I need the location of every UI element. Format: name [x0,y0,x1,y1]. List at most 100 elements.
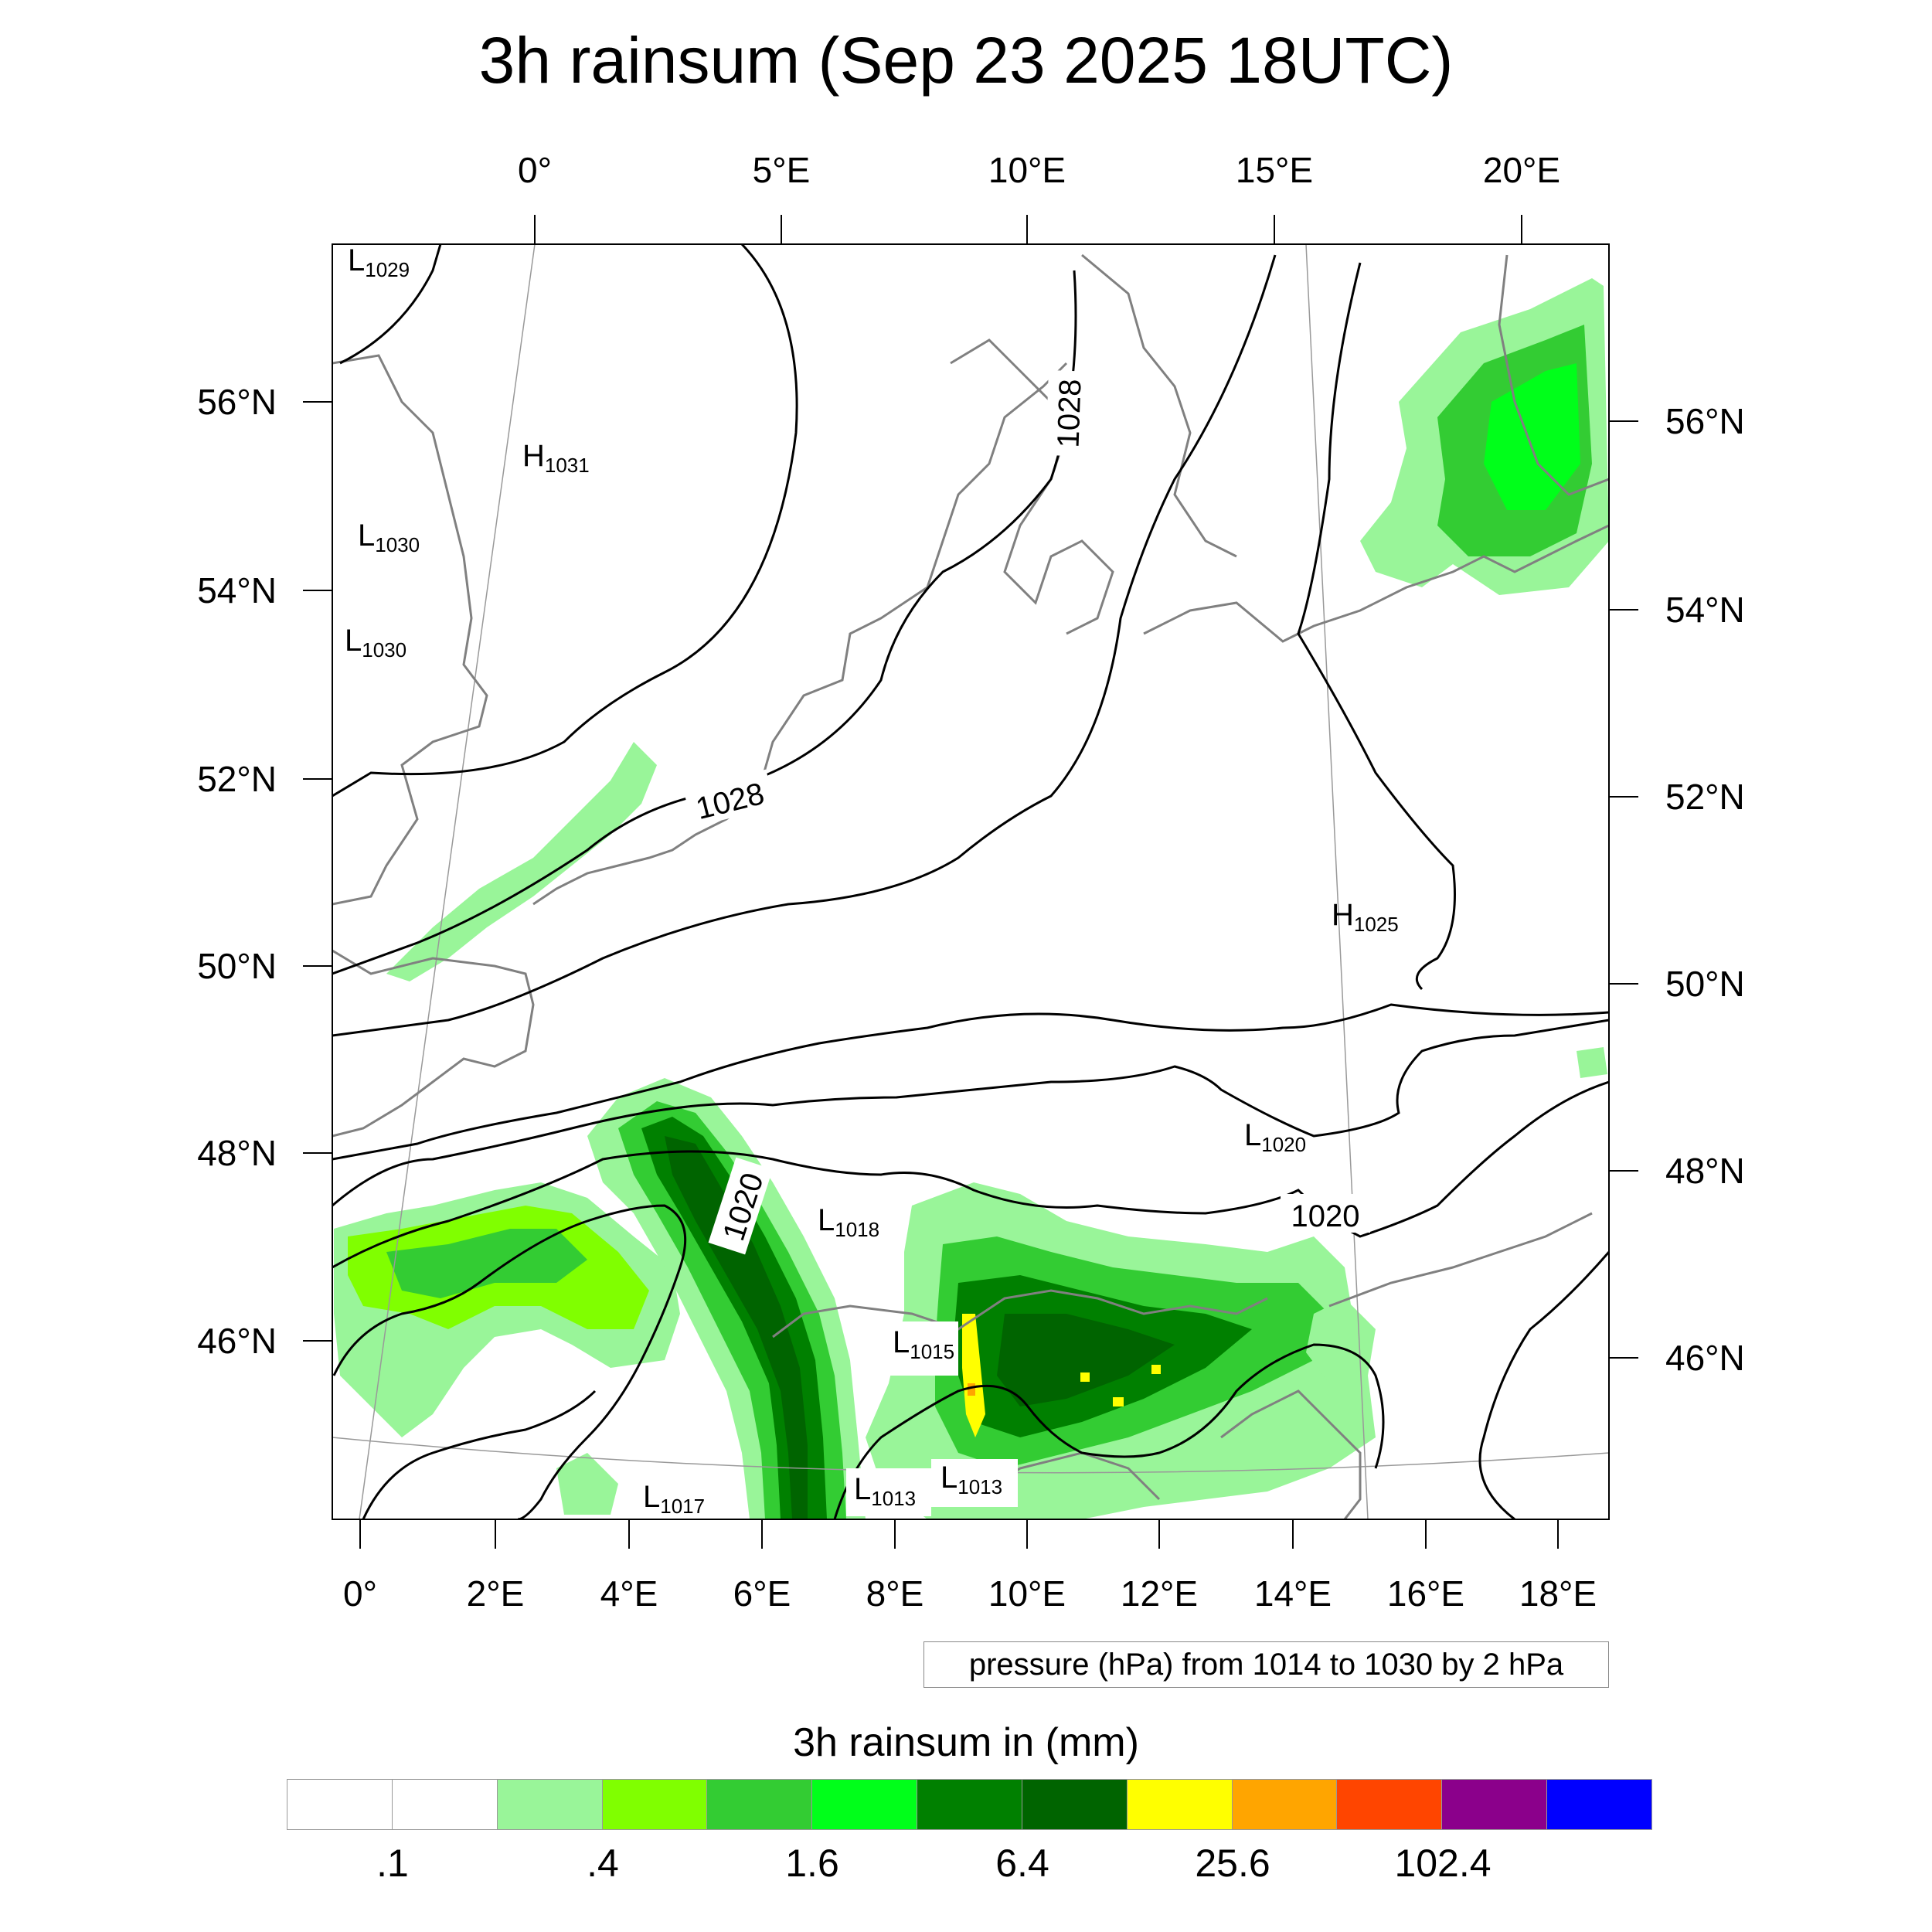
right-lat-labels: 56°N 54°N 52°N 50°N 48°N 46°N [1665,401,1745,1378]
isobar-north-1026 [332,270,1077,975]
isobar-south-1020 [332,1019,1609,1207]
rain-core-yellow-small-c [1151,1365,1161,1374]
rain-band-diagonal-darker [665,1136,808,1519]
top-lon-label: 20°E [1483,150,1560,190]
rain-area-ne-green [1484,363,1580,510]
colorbar-swatch [287,1780,393,1829]
colorbar-swatch [917,1780,1022,1829]
left-lat-label: 50°N [197,946,277,986]
pressure-center: L1013 [854,1472,916,1510]
colorbar-label: 102.4 [1394,1842,1492,1885]
pressure-center: L1029 [348,243,410,281]
isobar-se [1478,1251,1609,1519]
right-lat-label: 54°N [1665,590,1745,630]
isobar-south-1016 [332,1204,687,1519]
isobar-mid-1022 [1297,262,1456,991]
colorbar-swatch [1337,1780,1443,1829]
colorbar-swatch [1232,1780,1338,1829]
left-lat-labels: 56°N 54°N 52°N 50°N 48°N 46°N [197,382,277,1361]
rain-area-west-mid [386,1229,587,1298]
colorbar-label: 6.4 [995,1842,1049,1885]
colorbar-label: 1.6 [785,1842,839,1885]
rain-core-yellow [962,1314,985,1437]
meridian-0 [359,244,536,1519]
left-lat-label: 54°N [197,570,277,611]
colorbar-swatch [1022,1780,1128,1829]
rain-area-alps-darker [997,1314,1175,1406]
top-lon-labels: 0° 5°E 10°E 15°E 20°E [518,150,1560,190]
right-lat-label: 48°N [1665,1151,1745,1191]
bottom-lon-label: 8°E [866,1573,924,1614]
pressure-center: H1025 [1332,898,1399,936]
rain-core-yellow-small-b [1113,1397,1124,1406]
coastlines [332,253,1609,1519]
colorbar-swatch [392,1780,498,1829]
colorbar-swatch [812,1780,918,1829]
pressure-center: L1030 [358,519,420,556]
colorbar-swatch [707,1780,813,1829]
rain-band-diagonal-dark [641,1117,827,1519]
isobars [332,244,1609,1519]
coast-sweden [1081,253,1237,558]
left-lat-label: 48°N [197,1133,277,1173]
contour-label: 1028 [1051,379,1087,448]
bottom-lon-label: 16°E [1387,1573,1464,1614]
border-ne-europe [1328,1212,1593,1308]
colorbar-swatch [497,1780,603,1829]
colorbar-swatch [1127,1780,1233,1829]
meridian-20e [1305,244,1369,1519]
coast-adriatic [1220,1389,1362,1519]
isobar-south-1014 [833,1343,1385,1519]
isobar-mid-1024 [332,254,1277,1037]
pressure-center: L1015 [893,1325,954,1363]
right-lat-label: 50°N [1665,964,1745,1004]
rain-core-orange [968,1383,975,1396]
contour-info-box: pressure (hPa) from 1014 to 1030 by 2 hP… [923,1641,1609,1688]
rain-scattered-south [556,1453,618,1515]
top-lon-label: 0° [518,150,552,190]
coast-britain-south [332,949,535,1138]
isobar-mid-1020 [332,1003,1609,1161]
bottom-lon-labels: 0° 2°E 4°E 6°E 8°E 10°E 12°E 14°E 16°E 1… [343,1573,1597,1614]
colorbar-title: 3h rainsum in (mm) [793,1720,1139,1765]
pressure-center: L1020 [1244,1118,1306,1156]
bottom-lon-label: 6°E [733,1573,791,1614]
right-lat-label: 56°N [1665,401,1745,441]
left-ticks [303,401,332,1342]
bottom-lon-label: 0° [343,1573,377,1614]
bottom-lon-label: 18°E [1519,1573,1597,1614]
colorbar-label: .1 [376,1842,409,1885]
left-lat-label: 56°N [197,382,277,422]
colorbar-swatch [602,1780,708,1829]
pressure-centers: L1029 H1031 L1030 L1030 H1025 L1020 L101… [345,243,1399,1518]
colorbar-label: .4 [587,1842,619,1885]
precipitation-layer [334,278,1609,1519]
top-lon-label: 10°E [988,150,1066,190]
pressure-center: L1030 [345,624,406,662]
isobar-south-1018 [332,1080,1609,1269]
top-lon-label: 5°E [753,150,811,190]
colorbar [287,1779,1652,1830]
rain-band-channel [386,742,657,981]
bottom-lon-label: 4°E [600,1573,658,1614]
coast-france-north [532,362,1068,906]
coast-denmark [950,338,1114,635]
isobar-north-1028 [332,244,798,798]
contour-label: 1028 [692,777,767,826]
right-ticks [1609,420,1638,1359]
top-ticks [534,215,1522,244]
pressure-center: L1018 [818,1203,879,1241]
bottom-lon-label: 14°E [1254,1573,1332,1614]
coast-britain-east [332,354,488,906]
pressure-center: L1017 [643,1480,705,1518]
rain-core-yellow-small-a [1080,1372,1090,1382]
contour-labels: 1028 1028 1020 1020 [683,369,1370,1255]
bottom-lon-label: 2°E [467,1573,525,1614]
bottom-lon-label: 12°E [1121,1573,1198,1614]
border-alps [772,1289,1268,1338]
right-lat-label: 52°N [1665,777,1745,817]
colorbar-label: 25.6 [1195,1842,1270,1885]
bottom-ticks [359,1519,1559,1549]
colorbar-swatch [1442,1780,1548,1829]
